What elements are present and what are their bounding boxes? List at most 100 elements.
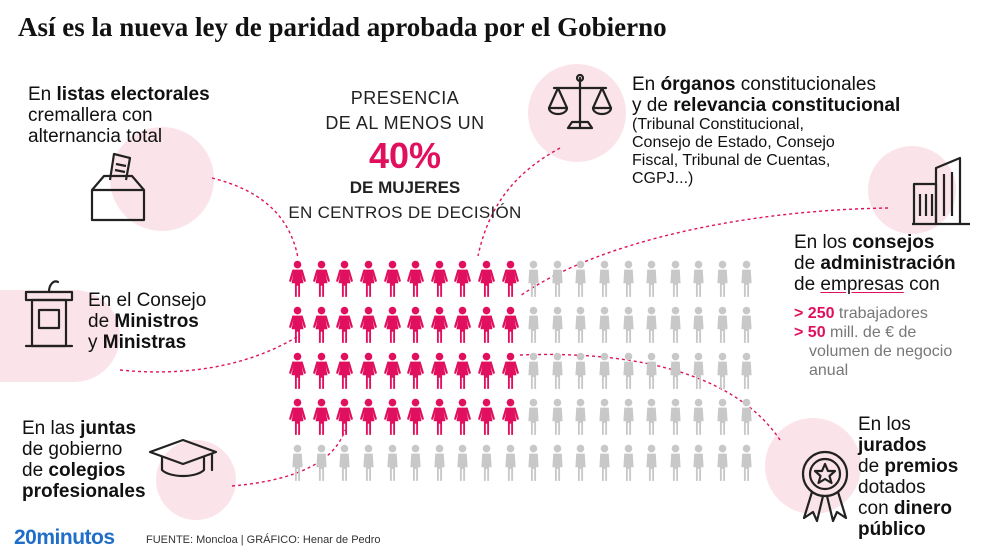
man-figure — [569, 256, 593, 302]
man-figure — [687, 302, 711, 348]
man-figure — [593, 302, 617, 348]
podium-icon — [24, 280, 74, 348]
man-figure — [664, 256, 688, 302]
man-figure — [546, 394, 570, 440]
man-figure — [687, 256, 711, 302]
man-figure — [640, 302, 664, 348]
people-figure-grid — [286, 256, 758, 486]
organos-text: En órganos constitucionales y de relevan… — [632, 74, 901, 187]
woman-figure — [475, 348, 499, 394]
woman-figure — [498, 256, 522, 302]
man-figure — [734, 348, 758, 394]
man-figure — [664, 348, 688, 394]
man-figure — [569, 302, 593, 348]
woman-figure — [498, 348, 522, 394]
man-figure — [451, 440, 475, 486]
page-title: Así es la nueva ley de paridad aprobada … — [18, 12, 667, 42]
center-headline: PRESENCIA DE AL MENOS UN 40% DE MUJERES … — [270, 88, 540, 223]
woman-figure — [428, 256, 452, 302]
man-figure — [711, 348, 735, 394]
man-figure — [310, 440, 334, 486]
award-medal-icon — [801, 450, 849, 523]
woman-figure — [428, 394, 452, 440]
man-figure — [380, 440, 404, 486]
graduation-cap-icon — [148, 438, 218, 478]
woman-figure — [286, 302, 310, 348]
woman-figure — [333, 256, 357, 302]
man-figure — [593, 256, 617, 302]
man-figure — [711, 256, 735, 302]
woman-figure — [451, 348, 475, 394]
brand-logo: 20minutos — [14, 526, 115, 549]
woman-figure — [333, 302, 357, 348]
man-figure — [546, 440, 570, 486]
woman-figure — [357, 256, 381, 302]
woman-figure — [357, 302, 381, 348]
man-figure — [711, 394, 735, 440]
building-icon — [912, 156, 970, 226]
man-figure — [687, 394, 711, 440]
man-figure — [734, 302, 758, 348]
jurados-text: En los jurados de premios dotados con di… — [858, 414, 959, 540]
man-figure — [357, 440, 381, 486]
woman-figure — [404, 256, 428, 302]
woman-figure — [357, 348, 381, 394]
man-figure — [522, 302, 546, 348]
man-figure — [546, 256, 570, 302]
man-figure — [687, 440, 711, 486]
man-figure — [687, 348, 711, 394]
man-figure — [640, 256, 664, 302]
man-figure — [522, 440, 546, 486]
consejos-text: En los consejos de administración de emp… — [794, 232, 956, 295]
ballot-box-icon — [90, 152, 146, 222]
source-credit: FUENTE: Moncloa | GRÁFICO: Henar de Pedr… — [146, 534, 381, 546]
woman-figure — [404, 302, 428, 348]
woman-figure — [310, 302, 334, 348]
man-figure — [593, 348, 617, 394]
woman-figure — [380, 302, 404, 348]
man-figure — [616, 394, 640, 440]
woman-figure — [498, 394, 522, 440]
man-figure — [475, 440, 499, 486]
center-line1: PRESENCIA — [350, 88, 460, 108]
man-figure — [522, 394, 546, 440]
man-figure — [640, 348, 664, 394]
man-figure — [664, 302, 688, 348]
man-figure — [616, 302, 640, 348]
ministros-text: En el Consejo de Ministros y Ministras — [88, 290, 207, 353]
woman-figure — [475, 394, 499, 440]
center-percent: 40% — [368, 135, 442, 176]
woman-figure — [333, 394, 357, 440]
man-figure — [640, 394, 664, 440]
woman-figure — [404, 348, 428, 394]
center-line3: DE MUJERES — [349, 178, 461, 197]
man-figure — [593, 440, 617, 486]
woman-figure — [333, 348, 357, 394]
woman-figure — [475, 256, 499, 302]
woman-figure — [428, 302, 452, 348]
juntas-text: En las juntas de gobierno de colegios pr… — [22, 418, 146, 502]
man-figure — [546, 348, 570, 394]
man-figure — [546, 302, 570, 348]
man-figure — [522, 348, 546, 394]
woman-figure — [286, 256, 310, 302]
man-figure — [569, 394, 593, 440]
consejos-criteria: > 250 trabajadores > 50 mill. de € de vo… — [794, 305, 953, 379]
man-figure — [664, 440, 688, 486]
man-figure — [616, 348, 640, 394]
man-figure — [569, 348, 593, 394]
woman-figure — [404, 394, 428, 440]
man-figure — [616, 440, 640, 486]
man-figure — [616, 256, 640, 302]
woman-figure — [310, 394, 334, 440]
man-figure — [734, 256, 758, 302]
woman-figure — [451, 394, 475, 440]
woman-figure — [310, 256, 334, 302]
man-figure — [404, 440, 428, 486]
blob-consejos — [868, 146, 956, 234]
woman-figure — [498, 302, 522, 348]
man-figure — [498, 440, 522, 486]
blob-ministros — [0, 290, 120, 382]
man-figure — [711, 302, 735, 348]
